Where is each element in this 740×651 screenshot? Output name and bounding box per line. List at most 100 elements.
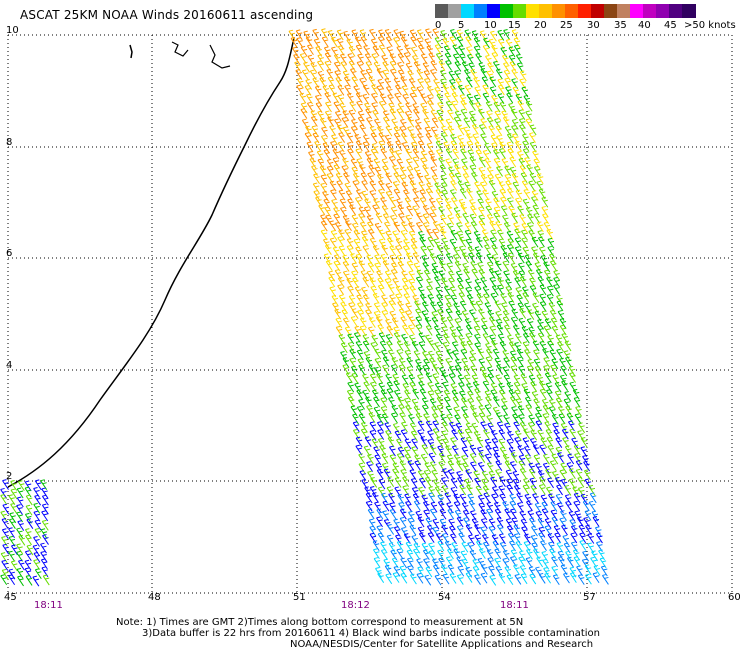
wind-barb	[368, 364, 376, 375]
wind-barb	[584, 564, 592, 576]
wind-barb	[338, 132, 346, 143]
island	[171, 41, 189, 57]
wind-barb	[445, 118, 453, 130]
wind-barb	[387, 524, 395, 535]
wind-barb	[431, 469, 439, 481]
wind-barb	[376, 68, 384, 79]
wind-barb	[343, 76, 351, 88]
wind-barb	[445, 253, 453, 264]
wind-barb	[524, 445, 531, 457]
wind-barb	[435, 140, 443, 152]
wind-barb	[519, 468, 527, 479]
wind-barb	[441, 476, 448, 488]
wind-barb	[525, 206, 533, 218]
wind-barb	[519, 276, 527, 287]
wind-barb	[425, 28, 432, 40]
wind-barb	[428, 150, 436, 162]
wind-barb	[506, 382, 514, 393]
wind-barb	[490, 229, 498, 241]
wind-barb	[381, 492, 388, 504]
wind-barb	[460, 397, 468, 409]
wind-barb	[499, 446, 507, 458]
wind-barb	[473, 325, 481, 337]
wind-barb	[456, 574, 464, 585]
wind-barb	[537, 318, 544, 330]
wind-barb	[552, 422, 560, 434]
wind-barb	[528, 468, 536, 480]
wind-barb	[511, 517, 519, 529]
wind-barb	[397, 102, 405, 114]
wind-barb	[488, 125, 496, 136]
wind-barb	[505, 38, 513, 50]
wind-barb	[474, 86, 482, 98]
wind-barb	[367, 228, 375, 240]
wind-barb	[425, 566, 433, 578]
wind-barb	[510, 549, 518, 561]
wind-barb	[404, 349, 412, 361]
wind-barb	[415, 276, 423, 288]
wind-barb	[546, 389, 553, 400]
wind-barb	[41, 503, 49, 515]
wind-barb	[483, 37, 490, 49]
wind-barb	[376, 508, 384, 520]
wind-barb	[408, 510, 415, 522]
wind-barb	[456, 460, 464, 472]
wind-barb	[473, 76, 481, 88]
wind-barb	[390, 206, 398, 218]
wind-barb	[506, 525, 514, 537]
wind-barb	[317, 54, 325, 65]
wind-barb	[393, 29, 401, 40]
wind-barb	[491, 437, 499, 449]
wind-barb	[454, 358, 462, 370]
wind-barb	[494, 110, 502, 122]
wind-barb	[351, 372, 359, 384]
wind-barb	[461, 405, 468, 417]
wind-barb	[417, 374, 424, 385]
wind-barb	[515, 189, 523, 201]
wind-barb	[406, 549, 414, 561]
wind-barb	[557, 406, 565, 417]
wind-barb	[583, 460, 591, 472]
wind-barb	[17, 559, 25, 571]
wind-barb	[544, 421, 552, 432]
wind-barb	[452, 53, 460, 65]
wind-barb	[502, 310, 510, 321]
wind-barb	[449, 78, 456, 90]
wind-barb	[417, 230, 425, 242]
wind-barb	[369, 180, 377, 192]
wind-barb	[366, 116, 373, 128]
wind-barb	[530, 381, 538, 392]
wind-barb	[557, 341, 564, 352]
wind-barb	[391, 404, 399, 416]
wind-barb	[411, 486, 419, 498]
wind-barb	[473, 37, 481, 48]
wind-barb	[469, 213, 477, 225]
wind-barb	[503, 414, 511, 425]
legend-swatch	[448, 4, 462, 18]
wind-barb	[513, 222, 521, 233]
wind-barb	[559, 357, 567, 369]
wind-barb	[357, 53, 365, 65]
wind-barb	[449, 525, 456, 537]
wind-barb	[378, 132, 386, 143]
wind-barb	[360, 270, 368, 281]
wind-barb	[412, 294, 420, 306]
wind-barb	[342, 357, 350, 368]
wind-barb	[564, 494, 572, 505]
wind-barb	[499, 476, 506, 488]
wind-barb	[484, 390, 492, 402]
wind-barb	[322, 142, 330, 153]
wind-barb	[473, 430, 481, 442]
wind-barb	[393, 518, 401, 530]
wind-barb	[432, 518, 440, 530]
wind-barb	[510, 452, 518, 463]
wind-barb	[584, 573, 592, 585]
wind-barb	[427, 236, 435, 248]
wind-barb	[377, 173, 384, 185]
wind-barb	[448, 277, 455, 289]
wind-barb	[320, 134, 328, 146]
wind-barb	[542, 348, 549, 359]
wind-barb	[514, 140, 522, 152]
wind-barb	[395, 534, 402, 546]
wind-barb	[369, 525, 377, 537]
